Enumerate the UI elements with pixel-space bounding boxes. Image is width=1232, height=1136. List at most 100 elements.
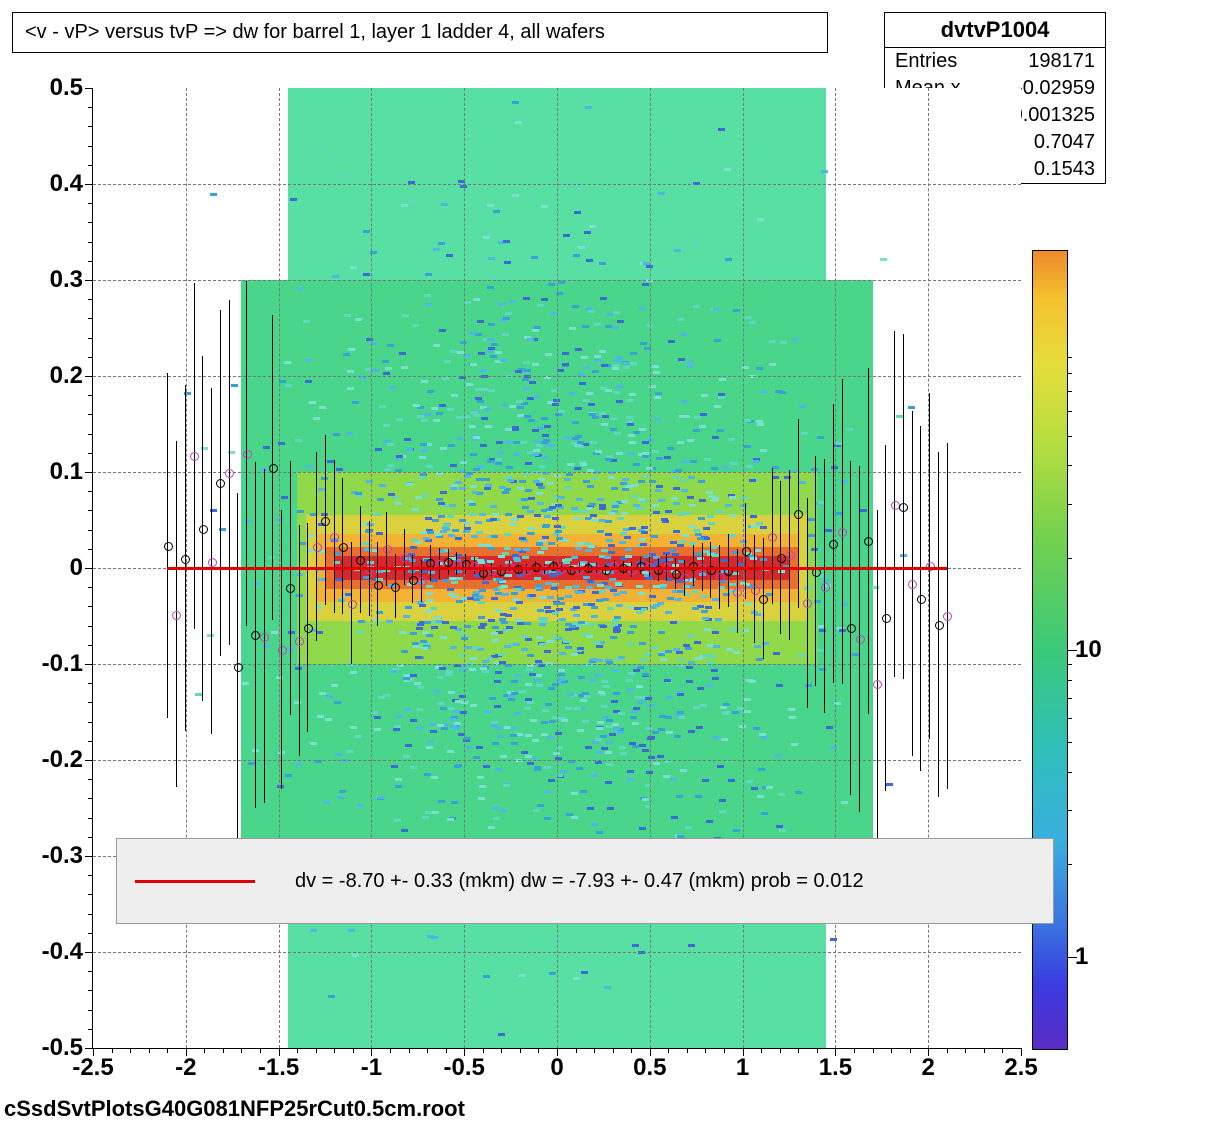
- density-speck: [599, 504, 606, 507]
- density-speck: [415, 656, 422, 659]
- density-speck: [449, 504, 456, 507]
- density-speck: [662, 520, 669, 523]
- density-speck: [476, 531, 483, 534]
- density-speck: [455, 700, 462, 703]
- density-speck: [600, 297, 607, 300]
- density-speck: [502, 333, 509, 336]
- density-speck: [825, 529, 832, 532]
- profile-marker: [777, 554, 786, 563]
- density-speck: [470, 485, 477, 488]
- density-speck: [745, 602, 752, 605]
- density-speck: [587, 580, 594, 583]
- density-speck: [483, 975, 490, 978]
- ytick-label: 0.5: [50, 74, 93, 102]
- density-speck: [606, 741, 613, 744]
- density-speck: [756, 367, 763, 370]
- density-speck: [623, 366, 630, 369]
- density-speck: [583, 576, 590, 579]
- density-speck: [594, 323, 601, 326]
- density-speck: [752, 460, 759, 463]
- density-speck: [430, 730, 437, 733]
- density-speck: [705, 606, 712, 609]
- density-speck: [669, 549, 676, 552]
- density-speck: [455, 537, 462, 540]
- density-speck: [578, 676, 585, 679]
- density-speck: [592, 591, 599, 594]
- density-speck: [442, 377, 449, 380]
- xtick-label: -2.5: [72, 1048, 113, 1082]
- density-speck: [420, 640, 427, 643]
- density-speck: [339, 790, 346, 793]
- density-speck: [549, 506, 556, 509]
- density-speck: [625, 548, 632, 551]
- density-speck: [375, 448, 382, 451]
- density-speck: [419, 476, 426, 479]
- density-speck: [500, 809, 507, 812]
- density-speck: [391, 670, 398, 673]
- density-speck: [478, 544, 485, 547]
- density-speck: [596, 599, 603, 602]
- density-speck: [522, 378, 529, 381]
- density-speck: [494, 680, 501, 683]
- density-speck: [454, 765, 461, 768]
- density-speck: [733, 309, 740, 312]
- density-speck: [527, 762, 534, 765]
- density-speck: [629, 441, 636, 444]
- profile-marker: [751, 586, 760, 595]
- density-speck: [728, 779, 735, 782]
- density-speck: [496, 441, 503, 444]
- density-speck: [525, 462, 532, 465]
- density-speck: [701, 394, 708, 397]
- density-speck: [633, 463, 640, 466]
- density-speck: [562, 363, 569, 366]
- density-speck: [433, 690, 440, 693]
- density-speck: [323, 801, 330, 804]
- profile-marker: [339, 543, 348, 552]
- density-speck: [493, 817, 500, 820]
- density-speck: [673, 476, 680, 479]
- density-speck: [545, 703, 552, 706]
- xtick-minor: [891, 1048, 892, 1053]
- density-speck: [674, 735, 681, 738]
- density-speck: [491, 632, 498, 635]
- density-speck: [699, 499, 706, 502]
- density-speck: [630, 362, 637, 365]
- density-speck: [443, 528, 450, 531]
- density-speck: [506, 626, 513, 629]
- ytick-label: -0.1: [42, 650, 93, 678]
- density-speck: [383, 694, 390, 697]
- density-speck: [702, 779, 709, 782]
- density-speck: [558, 678, 565, 681]
- density-speck: [617, 320, 624, 323]
- density-speck: [598, 691, 605, 694]
- density-speck: [729, 514, 736, 517]
- density-speck: [713, 308, 720, 311]
- density-speck: [448, 593, 455, 596]
- density-speck: [725, 258, 732, 261]
- density-speck: [424, 294, 431, 297]
- density-speck: [687, 439, 694, 442]
- density-speck: [488, 347, 495, 350]
- density-speck: [732, 711, 739, 714]
- density-speck: [577, 729, 584, 732]
- density-speck: [431, 407, 438, 410]
- density-speck: [410, 719, 417, 722]
- density-speck: [403, 755, 410, 758]
- density-speck: [688, 730, 695, 733]
- density-speck: [718, 128, 725, 131]
- density-speck: [534, 326, 541, 329]
- density-speck: [652, 450, 659, 453]
- density-speck: [328, 995, 335, 998]
- density-speck: [721, 738, 728, 741]
- density-speck: [571, 507, 578, 510]
- density-speck: [621, 500, 628, 503]
- profile-marker: [190, 452, 199, 461]
- density-speck: [511, 680, 518, 683]
- density-speck: [627, 688, 634, 691]
- xtick-label: -2: [175, 1048, 196, 1082]
- density-speck: [586, 392, 593, 395]
- density-speck: [600, 625, 607, 628]
- density-speck: [424, 621, 431, 624]
- density-speck: [606, 313, 613, 316]
- density-speck: [640, 658, 647, 661]
